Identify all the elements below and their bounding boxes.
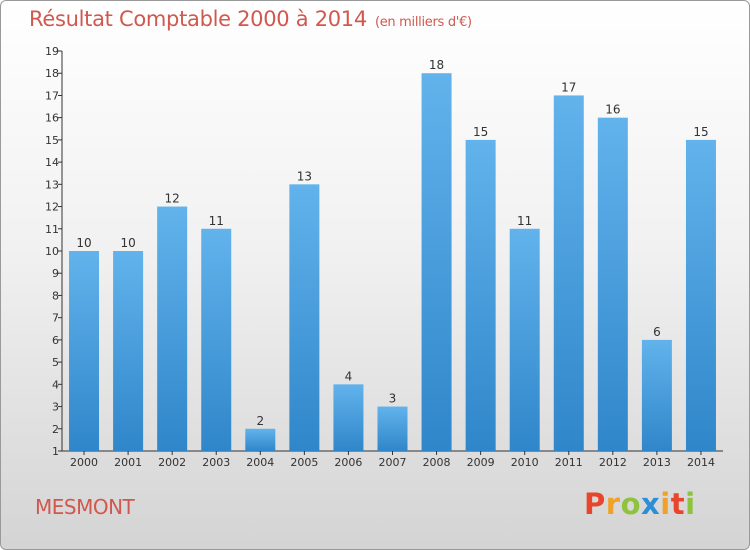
bar-2014 [685,139,716,451]
y-tick-label: 10 [45,245,59,258]
bar-2005 [289,184,320,452]
x-tick-label-2004: 2004 [246,456,274,469]
value-label-2013: 6 [653,325,661,339]
bar-2012 [597,117,628,452]
y-tick-label: 13 [45,178,59,191]
value-label-2009: 15 [473,125,488,139]
value-label-2001: 10 [120,236,135,250]
x-tick-label-2005: 2005 [290,456,318,469]
x-tick-label-2000: 2000 [70,456,98,469]
y-tick-label: 17 [45,89,59,102]
bar-2002 [157,206,188,451]
value-label-2000: 10 [76,236,91,250]
y-tick-label: 1 [52,445,59,458]
y-tick-label: 14 [45,156,59,169]
value-label-2008: 18 [429,58,444,72]
x-tick-label-2003: 2003 [202,456,230,469]
y-tick-label: 12 [45,201,59,214]
value-label-2006: 4 [345,369,353,383]
x-tick-label-2013: 2013 [643,456,671,469]
value-label-2014: 15 [693,125,708,139]
y-tick-label: 19 [45,45,59,58]
y-tick-label: 18 [45,67,59,80]
bar-2001 [113,251,144,451]
logo-letter: x [641,487,661,521]
x-tick-label-2008: 2008 [423,456,451,469]
y-tick-label: 16 [45,112,59,125]
value-label-2007: 3 [389,392,397,406]
chart-title: Résultat Comptable 2000 à 2014 (en millie… [29,7,472,31]
y-tick-label: 4 [52,378,59,391]
logo-letter: o [620,487,642,521]
bar-2010 [509,228,540,451]
x-tick-label-2014: 2014 [687,456,715,469]
proxiti-logo: Proxiti [584,487,696,521]
y-tick-label: 3 [52,401,59,414]
x-tick-label-2007: 2007 [379,456,407,469]
bar-2007 [377,406,408,451]
logo-letter: i [685,487,696,521]
x-tick-label-2009: 2009 [467,456,495,469]
bar-2000 [69,251,100,451]
value-label-2011: 17 [561,80,576,94]
y-tick-label: 6 [52,334,59,347]
bar-2004 [245,428,276,451]
y-tick-label: 5 [52,356,59,369]
bar-2013 [641,339,672,451]
x-tick-label-2001: 2001 [114,456,142,469]
logo-letter: i [660,487,671,521]
value-label-2005: 13 [297,169,312,183]
value-label-2002: 12 [165,192,180,206]
value-label-2003: 11 [209,214,224,228]
logo-letter: t [670,487,686,521]
value-label-2012: 16 [605,103,620,117]
y-tick-label: 9 [52,267,59,280]
x-tick-label-2012: 2012 [599,456,627,469]
logo-letter: P [584,487,606,521]
value-label-2004: 2 [256,414,264,428]
x-tick-label-2006: 2006 [334,456,362,469]
bar-2003 [201,228,232,451]
bar-2008 [421,73,452,451]
chart-subtitle: (en milliers d'€) [374,15,472,30]
y-tick-label: 2 [52,423,59,436]
y-tick-label: 15 [45,134,59,147]
y-tick-label: 7 [52,312,59,325]
bar-2006 [333,384,364,451]
value-label-2010: 11 [517,214,532,228]
x-tick-label-2011: 2011 [555,456,583,469]
x-tick-label-2002: 2002 [158,456,186,469]
y-tick-label: 11 [45,223,59,236]
x-tick-label-2010: 2010 [511,456,539,469]
y-tick-label: 8 [52,289,59,302]
bar-2009 [465,139,496,451]
commune-name: MESMONT [35,495,135,519]
bar-2011 [553,95,584,451]
logo-letter: r [605,487,621,521]
